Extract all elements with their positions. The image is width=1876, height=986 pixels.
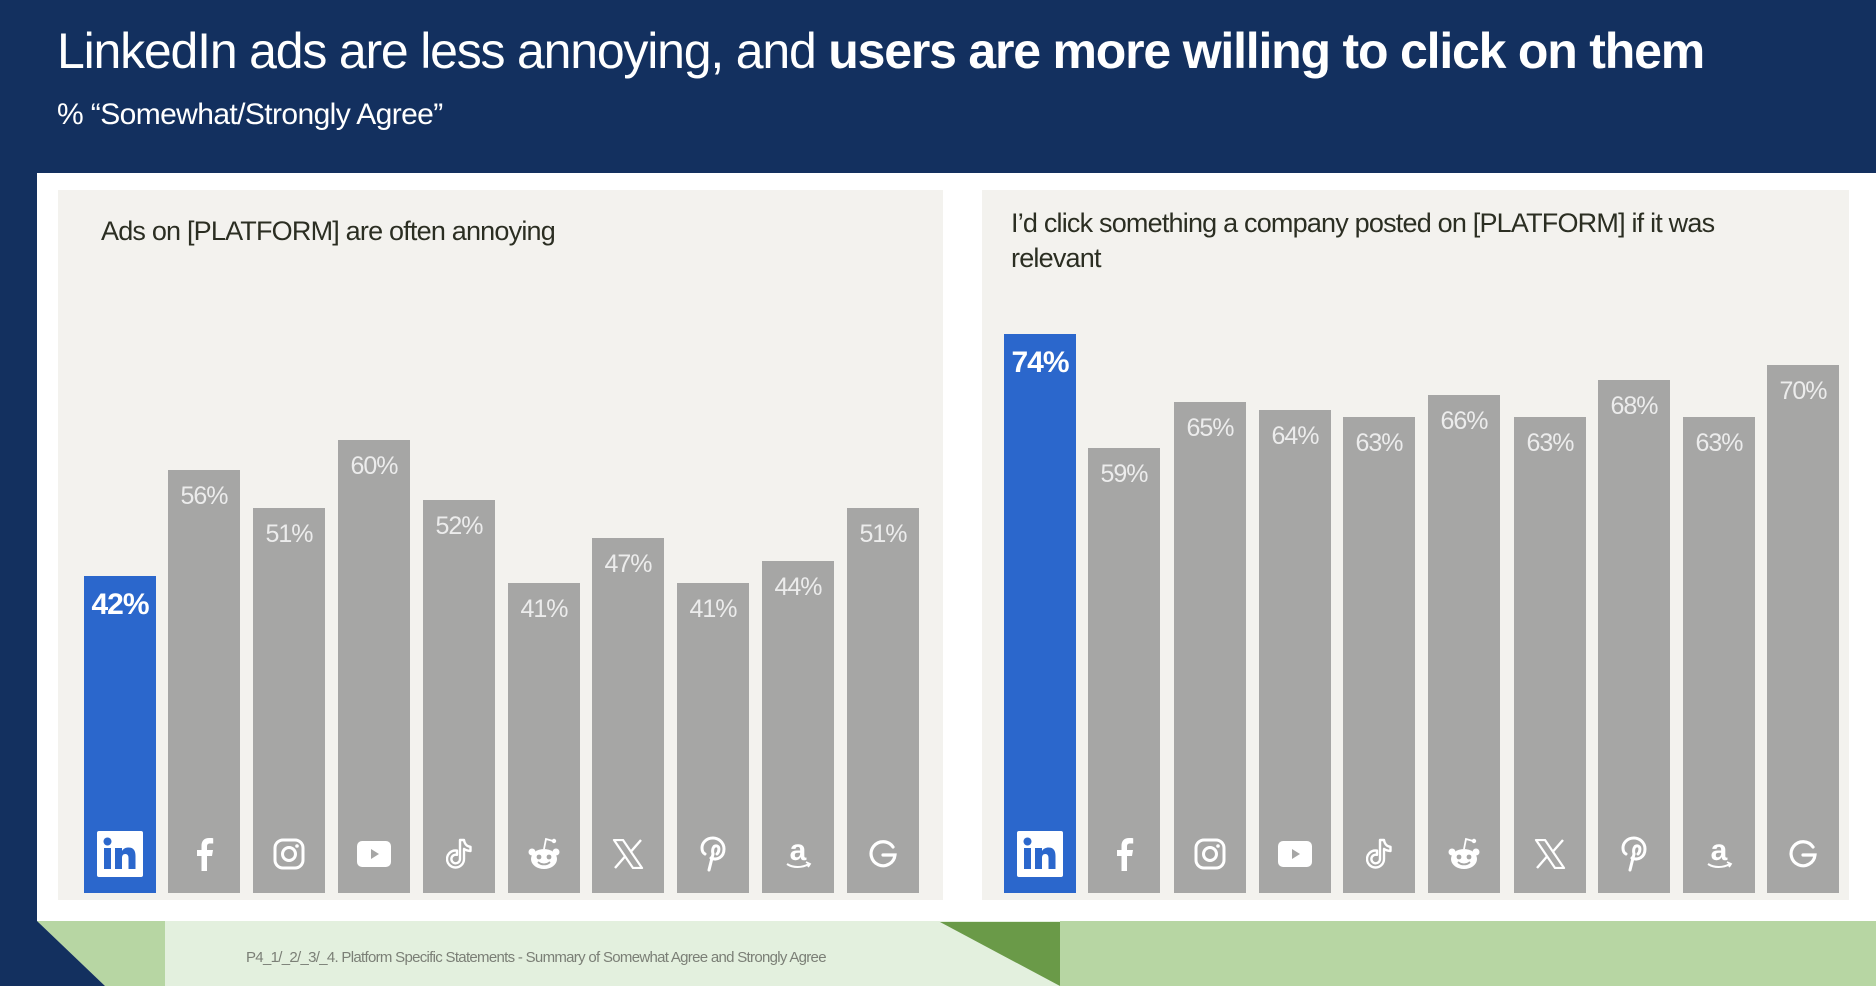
bar-reddit: 66% [1428, 394, 1500, 893]
youtube-icon [338, 831, 410, 877]
amazon-icon: a [1683, 831, 1755, 877]
page-title-bold: users are more willing to click on them [828, 23, 1705, 79]
bar-google: 51% [847, 507, 919, 893]
youtube-icon [1259, 831, 1331, 877]
bar-pinterest: 41% [677, 583, 749, 893]
bar-value-label: 74% [1011, 346, 1069, 380]
bar-value-label: 42% [91, 587, 149, 621]
facebook-icon [168, 831, 240, 877]
bar-value-label: 64% [1271, 421, 1319, 450]
bar-linkedin: 74% [1004, 334, 1076, 893]
tiktok-icon [1343, 831, 1415, 877]
page-title: LinkedIn ads are less annoying, and user… [57, 22, 1705, 80]
bar-x: 47% [592, 538, 664, 893]
bar-instagram: 65% [1174, 402, 1246, 893]
amazon-icon: a [762, 831, 834, 877]
bar-pinterest: 68% [1598, 379, 1670, 893]
bar-value-label: 63% [1355, 429, 1403, 458]
svg-text:a: a [1711, 836, 1728, 867]
page-title-regular: LinkedIn ads are less annoying, and [57, 23, 829, 79]
x-icon [592, 831, 664, 877]
bar-value-label: 52% [435, 512, 483, 541]
bar-value-label: 66% [1440, 406, 1488, 435]
reddit-icon [508, 831, 580, 877]
bar-google: 70% [1767, 364, 1839, 893]
bar-value-label: 51% [859, 519, 907, 548]
bar-value-label: 65% [1186, 414, 1234, 443]
bar-tiktok: 52% [423, 500, 495, 893]
linkedin-icon [84, 830, 156, 877]
bar-value-label: 41% [689, 595, 737, 624]
reddit-icon [1428, 831, 1500, 877]
bar-value-label: 68% [1610, 391, 1658, 420]
bar-value-label: 59% [1100, 459, 1148, 488]
bar-linkedin: 42% [84, 575, 156, 893]
bar-value-label: 51% [265, 519, 313, 548]
chart-title: I’d click something a company posted on … [1011, 208, 1715, 273]
bar-value-label: 70% [1779, 376, 1827, 405]
bar-value-label: 63% [1526, 429, 1574, 458]
bar-value-label: 63% [1695, 429, 1743, 458]
bar-amazon: 44% a [762, 560, 834, 893]
bar-value-label: 60% [350, 452, 398, 480]
footer-triangle-green [940, 922, 1060, 986]
bar-value-label: 41% [520, 595, 568, 624]
bar-value-label: 44% [774, 572, 822, 601]
bar-reddit: 41% [508, 583, 580, 893]
bar-value-label: 56% [180, 482, 228, 511]
bar-amazon: 63% a [1683, 417, 1755, 893]
source-note: P4_1/_2/_3/_4. Platform Specific Stateme… [246, 949, 827, 966]
google-icon [1767, 831, 1839, 877]
pinterest-icon [1598, 831, 1670, 877]
bar-facebook: 56% [168, 470, 240, 893]
bar-youtube: 64% [1259, 409, 1331, 893]
footer-triangle-navy [37, 921, 105, 986]
chart-title: Ads on [PLATFORM] are often annoying [101, 216, 556, 246]
bar-instagram: 51% [253, 507, 325, 893]
google-icon [847, 831, 919, 877]
bar-value-label: 47% [604, 550, 652, 579]
chart-panel-annoying: Ads on [PLATFORM] are often annoying 42%… [58, 190, 943, 900]
bar-tiktok: 63% [1343, 417, 1415, 893]
instagram-icon [253, 831, 325, 877]
footer-triangle-light [37, 921, 165, 986]
svg-text:a: a [790, 836, 807, 867]
bar-x: 63% [1514, 417, 1586, 893]
page-subtitle: % “Somewhat/Strongly Agree” [57, 98, 443, 131]
facebook-icon [1088, 831, 1160, 877]
footer-right-block [1060, 921, 1876, 986]
tiktok-icon [423, 831, 495, 877]
chart-panel-click: I’d click something a company posted on … [982, 190, 1849, 900]
bar-facebook: 59% [1088, 447, 1160, 893]
footer-decoration [37, 921, 1876, 986]
pinterest-icon [677, 831, 749, 877]
bar-youtube: 60% [338, 440, 410, 893]
x-icon [1514, 831, 1586, 877]
linkedin-icon [1004, 830, 1076, 877]
instagram-icon [1174, 831, 1246, 877]
